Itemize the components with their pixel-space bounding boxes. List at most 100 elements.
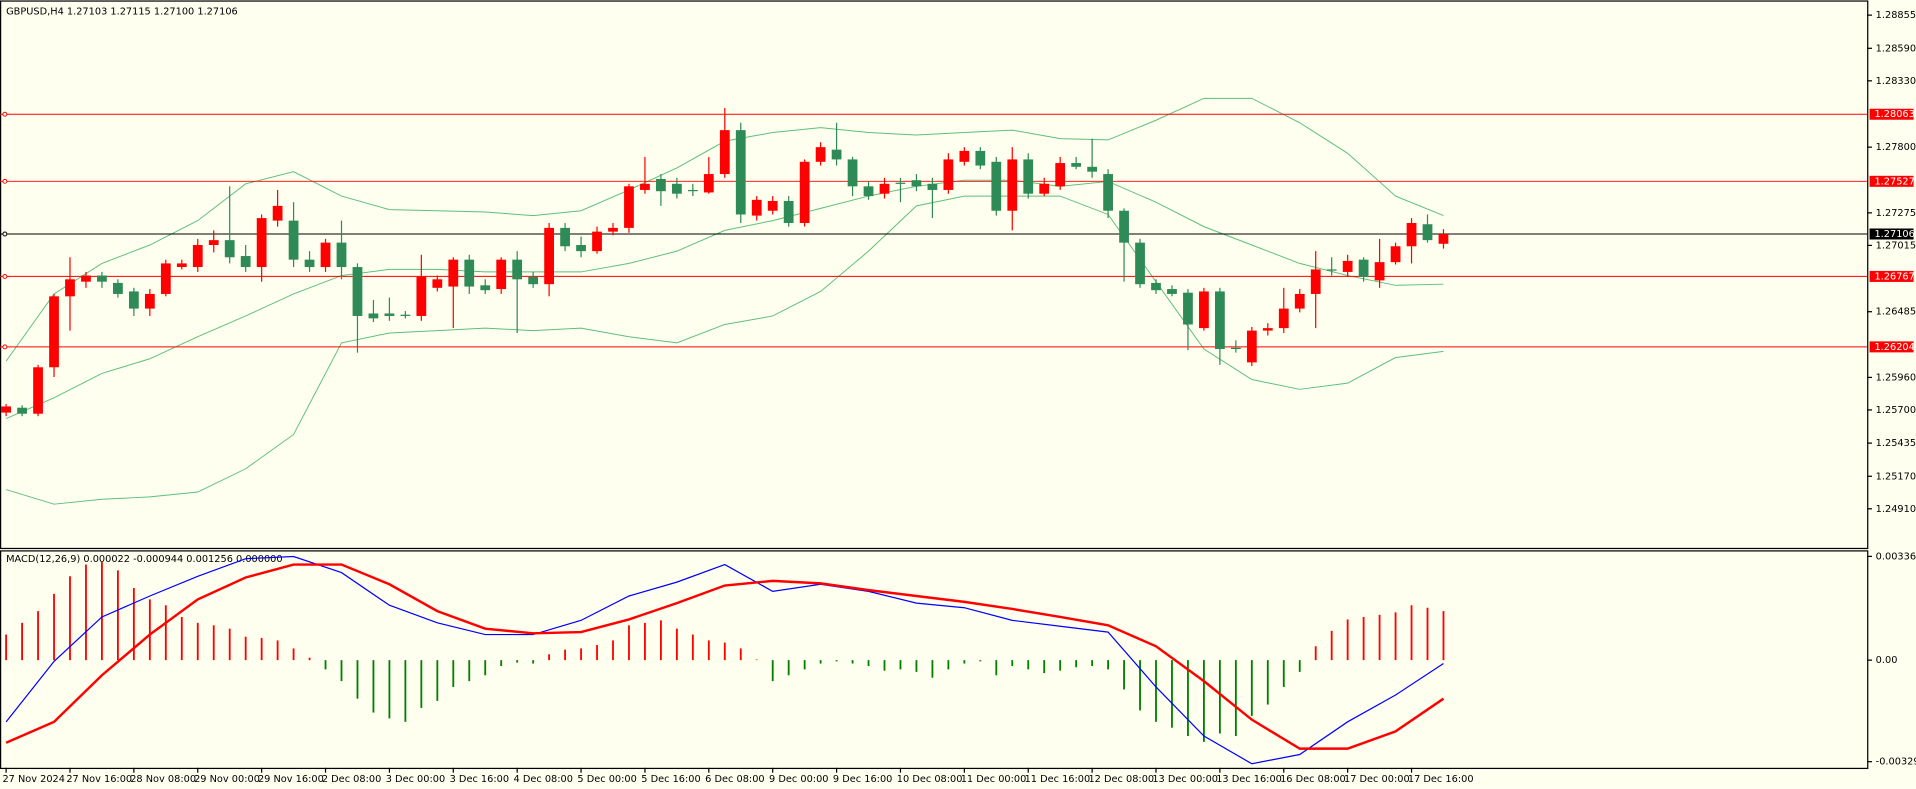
x-tick-label: 6 Dec 08:00 bbox=[705, 774, 764, 785]
candle-body bbox=[192, 245, 203, 268]
level-label: 1.28063 bbox=[1874, 109, 1914, 120]
candle-body bbox=[975, 150, 986, 166]
x-tick-label: 2 Dec 08:00 bbox=[322, 774, 381, 785]
candle-body bbox=[240, 256, 251, 268]
y-tick-label: 1.28855 bbox=[1876, 10, 1916, 21]
candle-body bbox=[783, 200, 794, 223]
x-tick-label: 11 Dec 16:00 bbox=[1025, 774, 1091, 785]
level-label: 1.26204 bbox=[1874, 342, 1914, 353]
candle-body bbox=[1151, 282, 1161, 291]
y-tick-label: 1.25960 bbox=[1876, 372, 1916, 383]
candle-body bbox=[1183, 292, 1193, 325]
candle-body bbox=[160, 263, 171, 294]
candle-body bbox=[719, 130, 730, 175]
y-tick-label: 1.25435 bbox=[1876, 438, 1916, 449]
candle-body bbox=[592, 231, 602, 252]
candle-body bbox=[288, 220, 299, 260]
signal-line bbox=[5, 563, 1445, 750]
x-tick-label: 13 Dec 16:00 bbox=[1216, 774, 1282, 785]
candle-body bbox=[847, 159, 858, 187]
candle-body bbox=[1230, 347, 1241, 350]
candle-body bbox=[895, 182, 906, 184]
candle-body bbox=[1199, 291, 1209, 329]
y-tick-label: 1.25170 bbox=[1876, 471, 1916, 482]
y-tick-label: -0.003293 bbox=[1876, 757, 1916, 768]
candle-body bbox=[464, 259, 475, 287]
candle-body bbox=[1358, 259, 1369, 277]
x-tick-label: 9 Dec 16:00 bbox=[833, 774, 892, 785]
candle-body bbox=[1262, 328, 1273, 331]
candle-body bbox=[352, 267, 363, 316]
level-anchor bbox=[2, 231, 8, 237]
candle-body bbox=[256, 218, 267, 268]
candle-body bbox=[400, 314, 411, 316]
candle-body bbox=[687, 189, 698, 192]
level-tag bbox=[1869, 228, 1914, 240]
candle-body bbox=[1071, 163, 1082, 167]
candle-body bbox=[576, 245, 586, 252]
candle-body bbox=[656, 178, 666, 192]
candle-body bbox=[384, 313, 395, 316]
candle-body bbox=[1246, 330, 1257, 363]
candle-body bbox=[911, 180, 922, 187]
candle-body bbox=[1342, 260, 1353, 272]
candle-body bbox=[17, 407, 27, 414]
candle-body bbox=[81, 275, 91, 282]
candle-body bbox=[1055, 163, 1066, 187]
candle-body bbox=[1390, 246, 1401, 263]
candle-body bbox=[336, 242, 347, 268]
candle-body bbox=[1422, 224, 1433, 241]
level-label: 1.27527 bbox=[1874, 176, 1914, 187]
band-lower bbox=[5, 195, 1444, 505]
candle-body bbox=[560, 227, 570, 247]
candle-body bbox=[320, 242, 331, 268]
candle-body bbox=[767, 200, 778, 211]
x-tick-label: 5 Dec 00:00 bbox=[577, 774, 636, 785]
candle-body bbox=[671, 183, 682, 194]
y-tick-label: 1.28330 bbox=[1876, 76, 1916, 87]
band-middle bbox=[5, 179, 1444, 420]
candle-body bbox=[1294, 293, 1305, 309]
y-tick-label: 0.003364 bbox=[1876, 551, 1916, 562]
x-tick-label: 28 Nov 08:00 bbox=[130, 774, 196, 785]
candle-body bbox=[97, 275, 107, 282]
candle-body bbox=[735, 130, 746, 215]
x-tick-label: 11 Dec 00:00 bbox=[961, 774, 1027, 785]
level-tag bbox=[1869, 270, 1914, 282]
candle-body bbox=[799, 161, 810, 223]
candle-body bbox=[224, 240, 235, 258]
candle-body bbox=[1326, 269, 1337, 271]
candle-body bbox=[815, 147, 826, 162]
candle-body bbox=[208, 240, 219, 246]
x-tick-label: 9 Dec 00:00 bbox=[769, 774, 828, 785]
chart-title: GBPUSD,H4 1.27103 1.27115 1.27100 1.2710… bbox=[6, 6, 238, 17]
candle-body bbox=[113, 282, 123, 294]
level-tag bbox=[1869, 175, 1914, 187]
candle-body bbox=[144, 293, 155, 309]
x-tick-label: 13 Dec 00:00 bbox=[1152, 774, 1218, 785]
candle-body bbox=[128, 291, 139, 309]
candle-body bbox=[1023, 159, 1034, 194]
level-tag bbox=[1869, 108, 1914, 120]
candle-body bbox=[624, 186, 634, 228]
level-label: 1.27106 bbox=[1874, 229, 1914, 240]
candle-body bbox=[927, 183, 938, 190]
candle-body bbox=[943, 159, 954, 190]
x-tick-label: 27 Nov 2024 bbox=[2, 774, 65, 785]
candle-body bbox=[1007, 159, 1018, 211]
y-tick-label: 1.28590 bbox=[1876, 43, 1916, 54]
level-anchor bbox=[2, 344, 8, 350]
level-tag bbox=[1869, 341, 1914, 353]
candle-body bbox=[448, 259, 459, 287]
x-tick-label: 5 Dec 16:00 bbox=[641, 774, 700, 785]
candle-body bbox=[512, 259, 523, 280]
candle-body bbox=[608, 227, 618, 232]
candle-body bbox=[1214, 291, 1225, 350]
candle-body bbox=[544, 227, 555, 285]
candle-body bbox=[1, 406, 11, 413]
candle-body bbox=[416, 276, 427, 316]
candle-body bbox=[959, 150, 970, 162]
